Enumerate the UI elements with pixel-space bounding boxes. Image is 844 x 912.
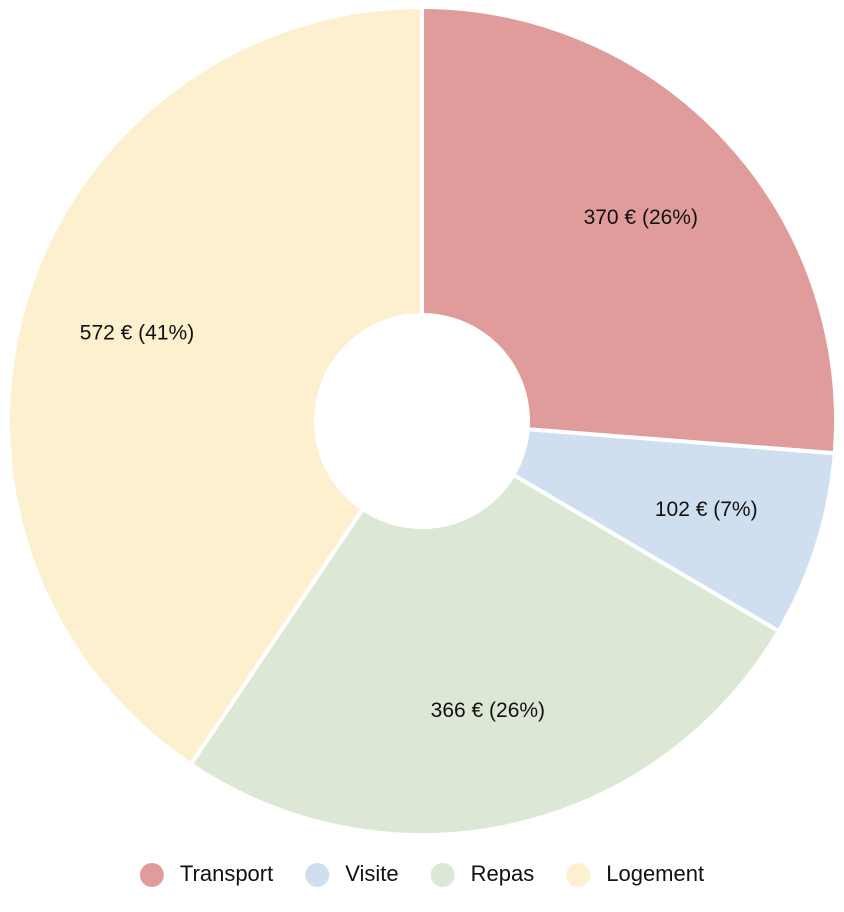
legend-marker [305,863,330,887]
legend: Transport Visite Repas Logement [139,861,704,887]
data-label: 102 € (7%) [655,498,758,521]
pie-slice [187,472,782,837]
data-label: 370 € (26%) [584,206,698,229]
legend-label: Visite [345,861,398,886]
legend-marker [430,863,455,887]
legend-marker [139,863,164,887]
data-label: 572 € (41%) [80,322,194,345]
legend-label: Logement [606,861,704,886]
pie-slice [6,4,424,768]
legend-label: Transport [180,861,273,886]
legend-label: Repas [471,861,535,886]
pie-slice [420,4,838,456]
data-label: 366 € (26%) [431,699,545,722]
legend-marker [566,863,591,887]
pie-slice [510,427,837,634]
